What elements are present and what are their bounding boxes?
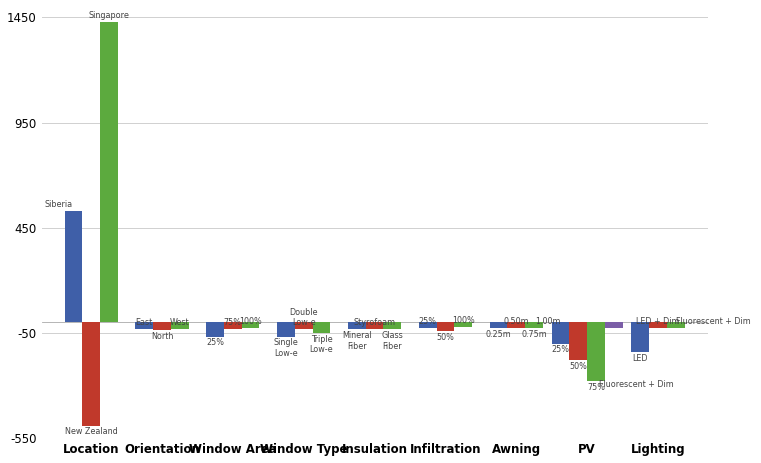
Text: Siberia: Siberia xyxy=(45,200,73,209)
Text: Singapore: Singapore xyxy=(88,11,129,19)
Text: North: North xyxy=(151,332,174,341)
Text: Styrofoam: Styrofoam xyxy=(354,318,396,327)
Bar xyxy=(242,323,260,328)
Text: 25%: 25% xyxy=(552,345,569,354)
Text: Glass
Fiber: Glass Fiber xyxy=(381,331,403,350)
Bar xyxy=(437,323,454,332)
Bar xyxy=(65,211,82,323)
Bar xyxy=(649,323,667,328)
Text: 0.50m: 0.50m xyxy=(504,317,529,326)
Text: Double
Low-e: Double Low-e xyxy=(289,308,318,327)
Bar xyxy=(489,323,508,328)
Bar xyxy=(569,323,587,360)
Bar xyxy=(366,323,384,329)
Bar xyxy=(508,323,525,328)
Text: Single
Low-e: Single Low-e xyxy=(274,338,298,358)
Text: 25%: 25% xyxy=(206,338,224,347)
Text: New Zealand: New Zealand xyxy=(65,427,117,436)
Text: East: East xyxy=(135,318,153,327)
Text: LED: LED xyxy=(632,354,648,363)
Bar xyxy=(206,323,224,337)
Text: 0.25m: 0.25m xyxy=(486,330,511,339)
Text: Triple
Low-e: Triple Low-e xyxy=(310,335,333,354)
Text: 100%: 100% xyxy=(452,316,475,325)
Bar xyxy=(587,323,605,382)
Bar xyxy=(552,323,569,344)
Bar xyxy=(632,323,649,352)
Bar xyxy=(384,323,401,330)
Text: Fluorescent + Dim: Fluorescent + Dim xyxy=(676,317,750,326)
Bar xyxy=(153,323,171,330)
Text: 25%: 25% xyxy=(419,317,437,326)
Text: LED + Dim: LED + Dim xyxy=(636,317,680,326)
Text: 75%: 75% xyxy=(587,383,605,392)
Bar xyxy=(419,323,437,328)
Bar xyxy=(135,323,153,329)
Text: 1.00m: 1.00m xyxy=(535,317,560,326)
Bar xyxy=(171,323,189,329)
Bar xyxy=(348,323,366,330)
Text: 50%: 50% xyxy=(437,333,454,342)
Text: West: West xyxy=(170,318,189,327)
Text: Mineral
Fiber: Mineral Fiber xyxy=(342,331,371,350)
Text: 75%: 75% xyxy=(224,319,242,327)
Bar xyxy=(82,323,100,425)
Text: 0.75m: 0.75m xyxy=(521,330,547,339)
Bar xyxy=(295,323,313,330)
Bar xyxy=(454,323,472,327)
Bar xyxy=(605,323,622,328)
Bar xyxy=(525,323,543,328)
Bar xyxy=(667,323,684,328)
Text: 50%: 50% xyxy=(569,362,587,371)
Text: 100%: 100% xyxy=(239,317,262,326)
Bar xyxy=(100,22,118,323)
Text: Fluorescent + Dim: Fluorescent + Dim xyxy=(599,380,673,389)
Bar xyxy=(277,323,295,337)
Bar xyxy=(224,323,242,330)
Bar xyxy=(313,323,330,333)
